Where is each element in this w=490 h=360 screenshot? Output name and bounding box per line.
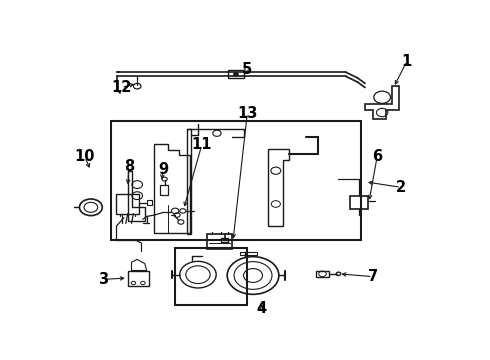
- Bar: [116, 194, 139, 214]
- Bar: [175, 248, 247, 305]
- Text: 4: 4: [257, 301, 267, 316]
- Text: 2: 2: [396, 180, 406, 195]
- Bar: [111, 121, 361, 240]
- Text: 10: 10: [74, 149, 95, 165]
- Text: 8: 8: [123, 159, 134, 174]
- Bar: [220, 238, 228, 242]
- Bar: [160, 185, 169, 195]
- Text: 1: 1: [402, 54, 412, 69]
- Text: 12: 12: [111, 80, 131, 95]
- Bar: [228, 70, 244, 78]
- Bar: [128, 270, 148, 286]
- Bar: [350, 197, 368, 209]
- Text: 13: 13: [237, 105, 258, 121]
- Bar: [207, 234, 232, 249]
- Text: 11: 11: [192, 138, 212, 152]
- Text: 5: 5: [242, 62, 252, 77]
- Text: 6: 6: [372, 149, 382, 164]
- Text: 9: 9: [158, 162, 168, 177]
- Circle shape: [234, 73, 238, 76]
- Text: 3: 3: [98, 272, 108, 287]
- Text: 7: 7: [368, 269, 378, 284]
